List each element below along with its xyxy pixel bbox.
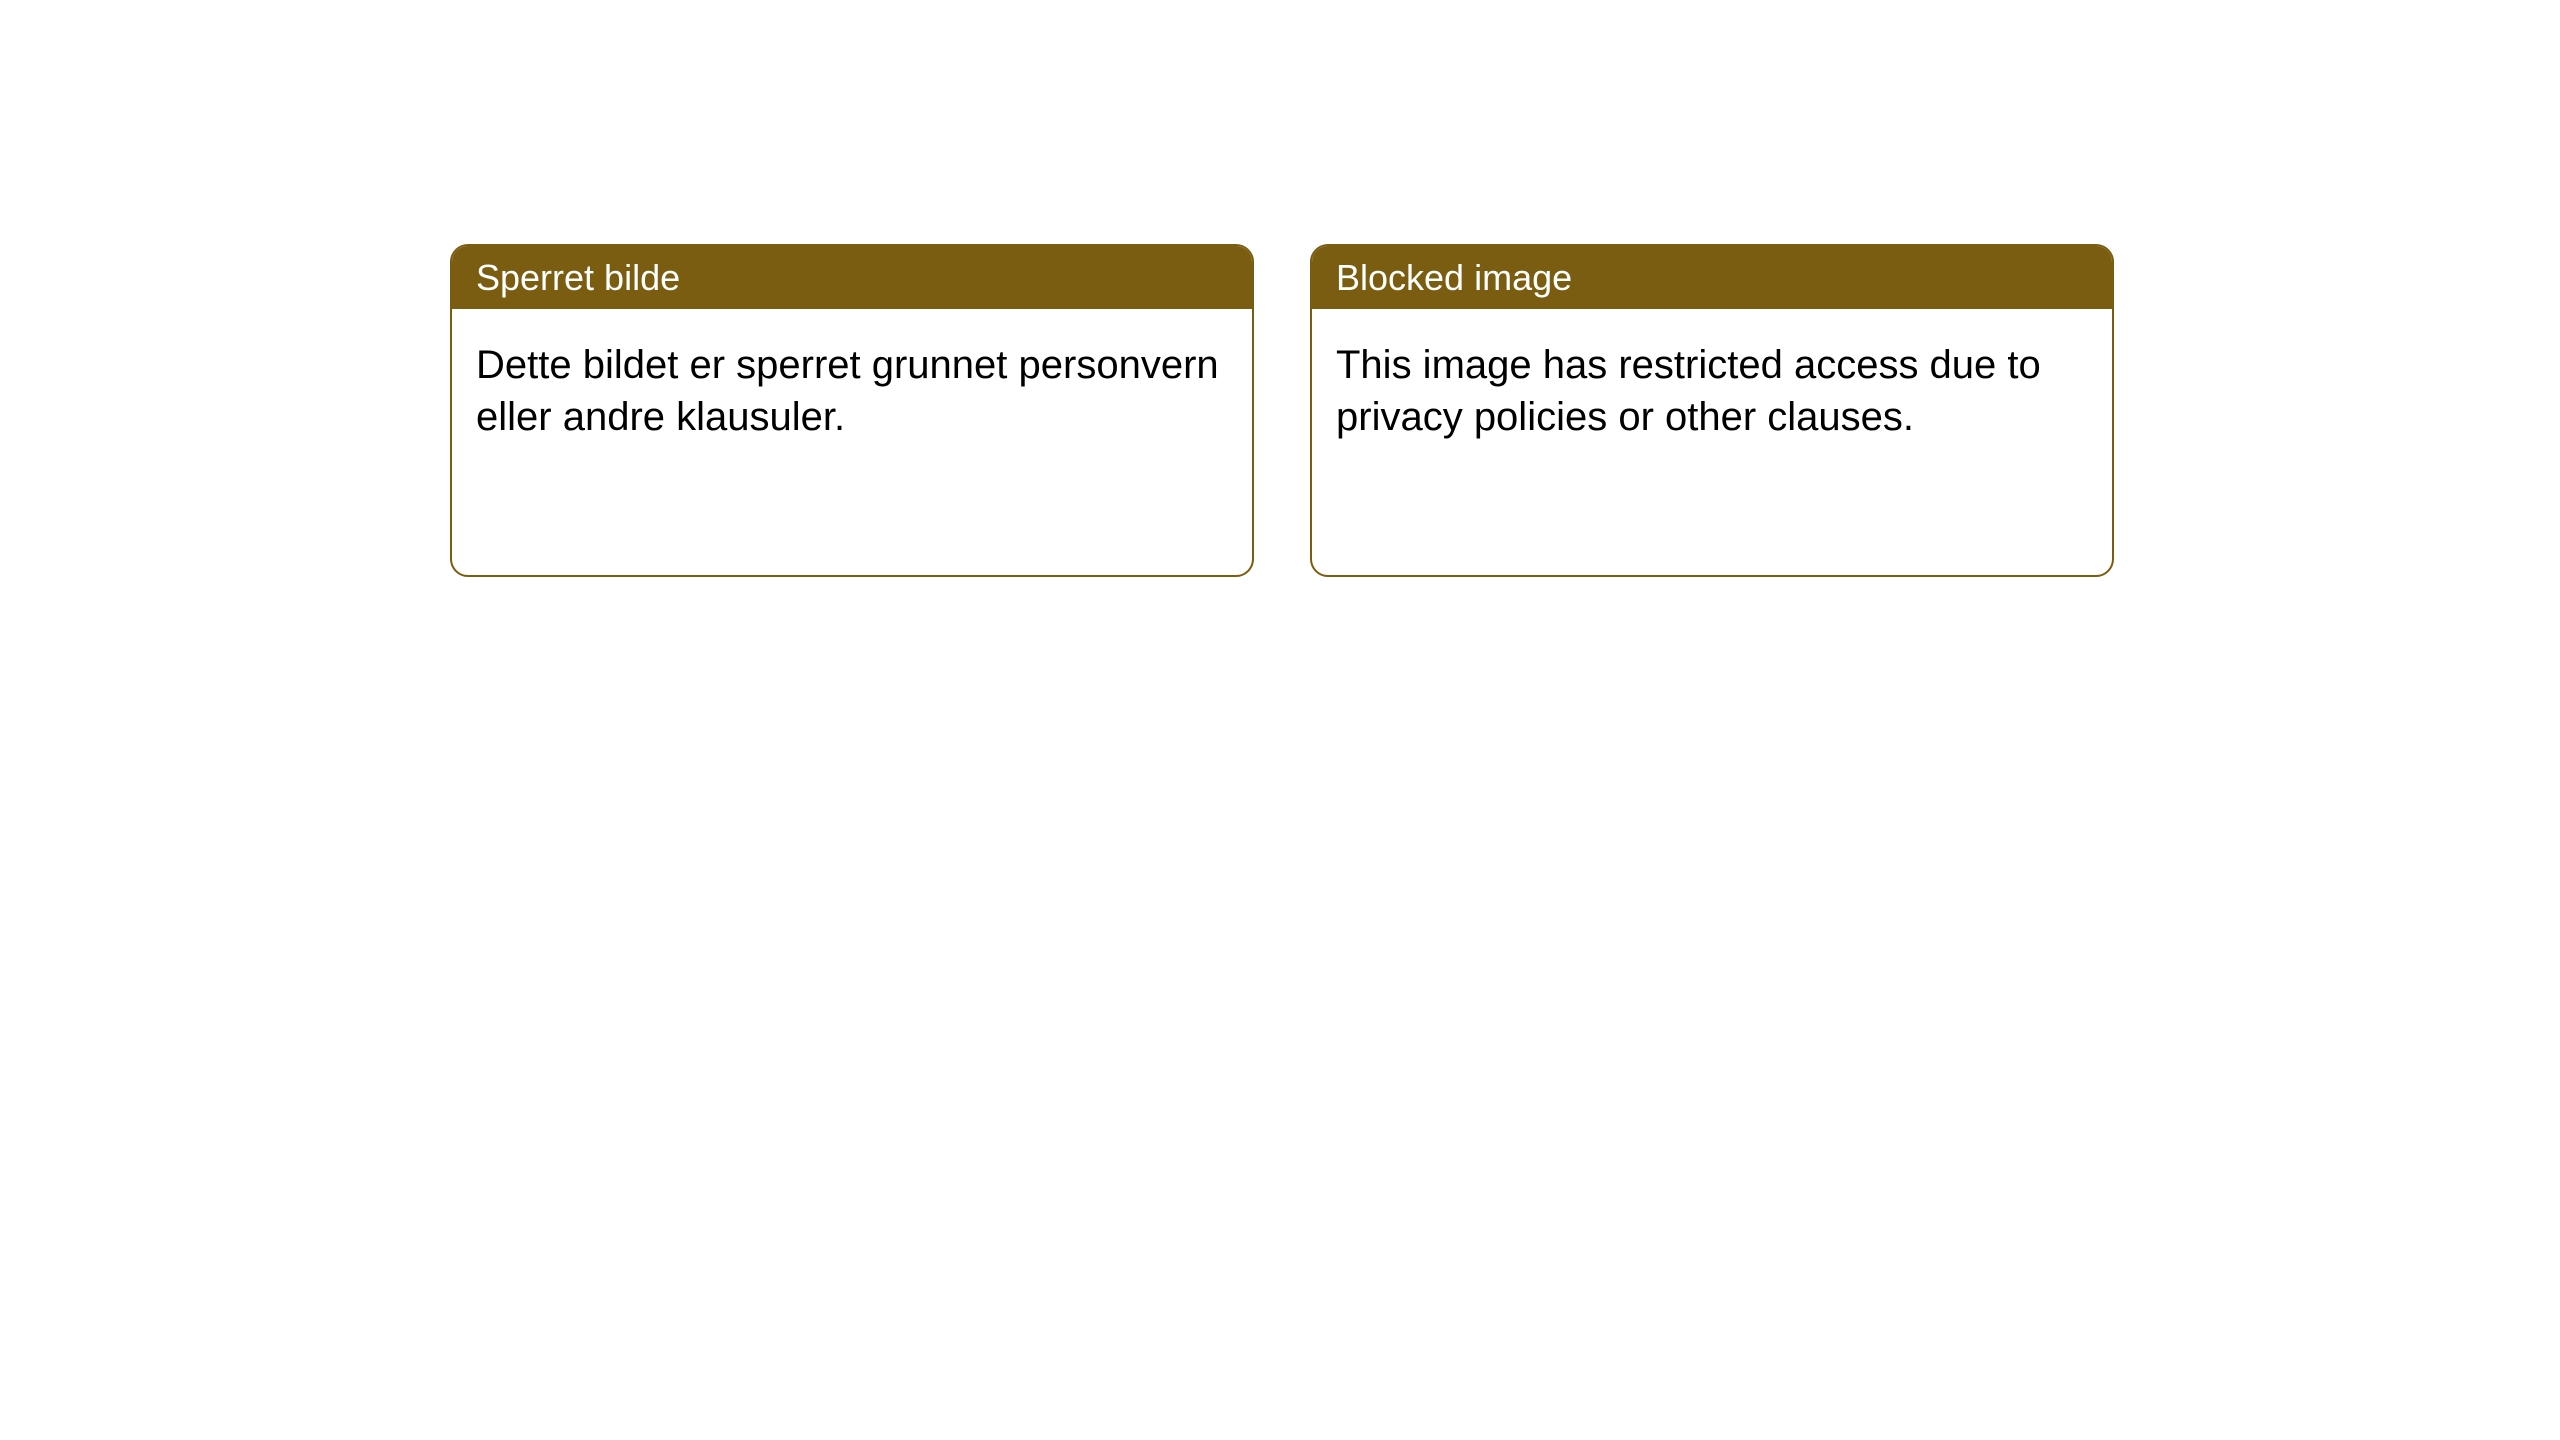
notice-body: Dette bildet er sperret grunnet personve…	[452, 309, 1252, 473]
notice-title: Blocked image	[1336, 257, 1572, 298]
notice-text: This image has restricted access due to …	[1336, 343, 2041, 439]
notice-title: Sperret bilde	[476, 257, 680, 298]
notice-card-english: Blocked image This image has restricted …	[1310, 244, 2114, 577]
notice-card-norwegian: Sperret bilde Dette bildet er sperret gr…	[450, 244, 1254, 577]
notice-text: Dette bildet er sperret grunnet personve…	[476, 343, 1219, 439]
notice-header: Sperret bilde	[452, 246, 1252, 309]
notice-container: Sperret bilde Dette bildet er sperret gr…	[450, 244, 2114, 577]
notice-header: Blocked image	[1312, 246, 2112, 309]
notice-body: This image has restricted access due to …	[1312, 309, 2112, 473]
